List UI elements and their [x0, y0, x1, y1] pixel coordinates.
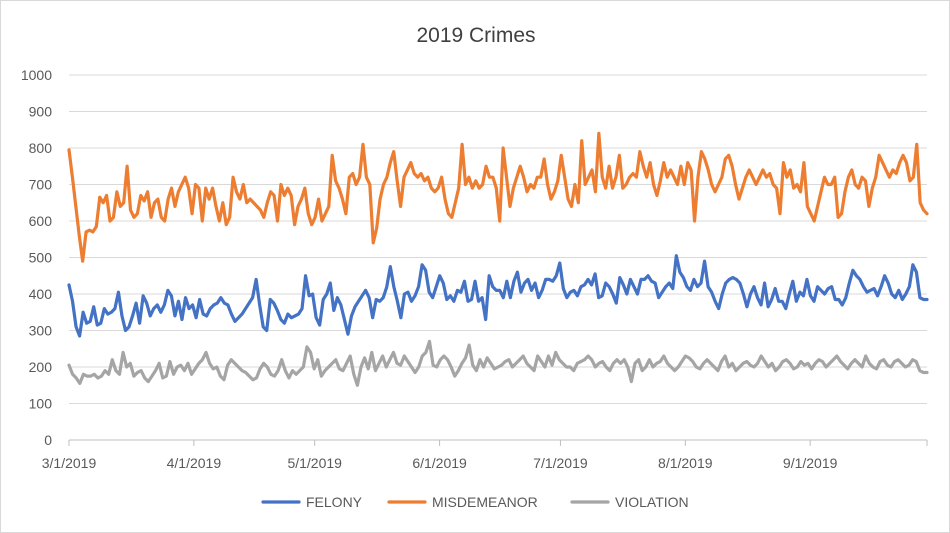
x-tick-label: 4/1/2019 — [167, 455, 222, 471]
y-axis-ticks: 0 100 200 300 400 500 600 700 800 900 1000 — [21, 67, 52, 448]
y-tick-label: 400 — [29, 286, 53, 302]
y-tick-label: 500 — [29, 250, 53, 266]
y-tick-label: 700 — [29, 177, 53, 193]
y-tick-label: 900 — [29, 104, 53, 120]
legend-label-violation: VIOLATION — [615, 494, 689, 510]
gridlines — [69, 74, 927, 441]
x-tick-label: 5/1/2019 — [287, 455, 342, 471]
x-tick-label: 7/1/2019 — [533, 455, 588, 471]
series-line-violation — [67, 339, 929, 387]
legend: FELONY MISDEMEANOR VIOLATION — [261, 494, 689, 510]
y-tick-label: 800 — [29, 140, 53, 156]
y-tick-label: 100 — [29, 396, 53, 412]
series-lines — [67, 131, 929, 387]
legend-label-felony: FELONY — [306, 494, 363, 510]
y-tick-label: 600 — [29, 213, 53, 229]
x-tick-label: 3/1/2019 — [42, 455, 97, 471]
series-line-felony — [67, 254, 929, 338]
y-tick-label: 300 — [29, 323, 53, 339]
x-tick-label: 8/1/2019 — [658, 455, 713, 471]
x-tick-label: 6/1/2019 — [412, 455, 467, 471]
series-line-misdemeanor — [67, 131, 929, 263]
x-tick-label: 9/1/2019 — [783, 455, 838, 471]
y-tick-label: 200 — [29, 359, 53, 375]
x-axis: 3/1/2019 4/1/2019 5/1/2019 6/1/2019 7/1/2019… — [42, 440, 928, 471]
y-tick-label: 1000 — [21, 67, 52, 83]
legend-label-misdemeanor: MISDEMEANOR — [432, 494, 538, 510]
chart-title: 2019 Crimes — [416, 24, 535, 47]
y-tick-label: 0 — [44, 432, 52, 448]
